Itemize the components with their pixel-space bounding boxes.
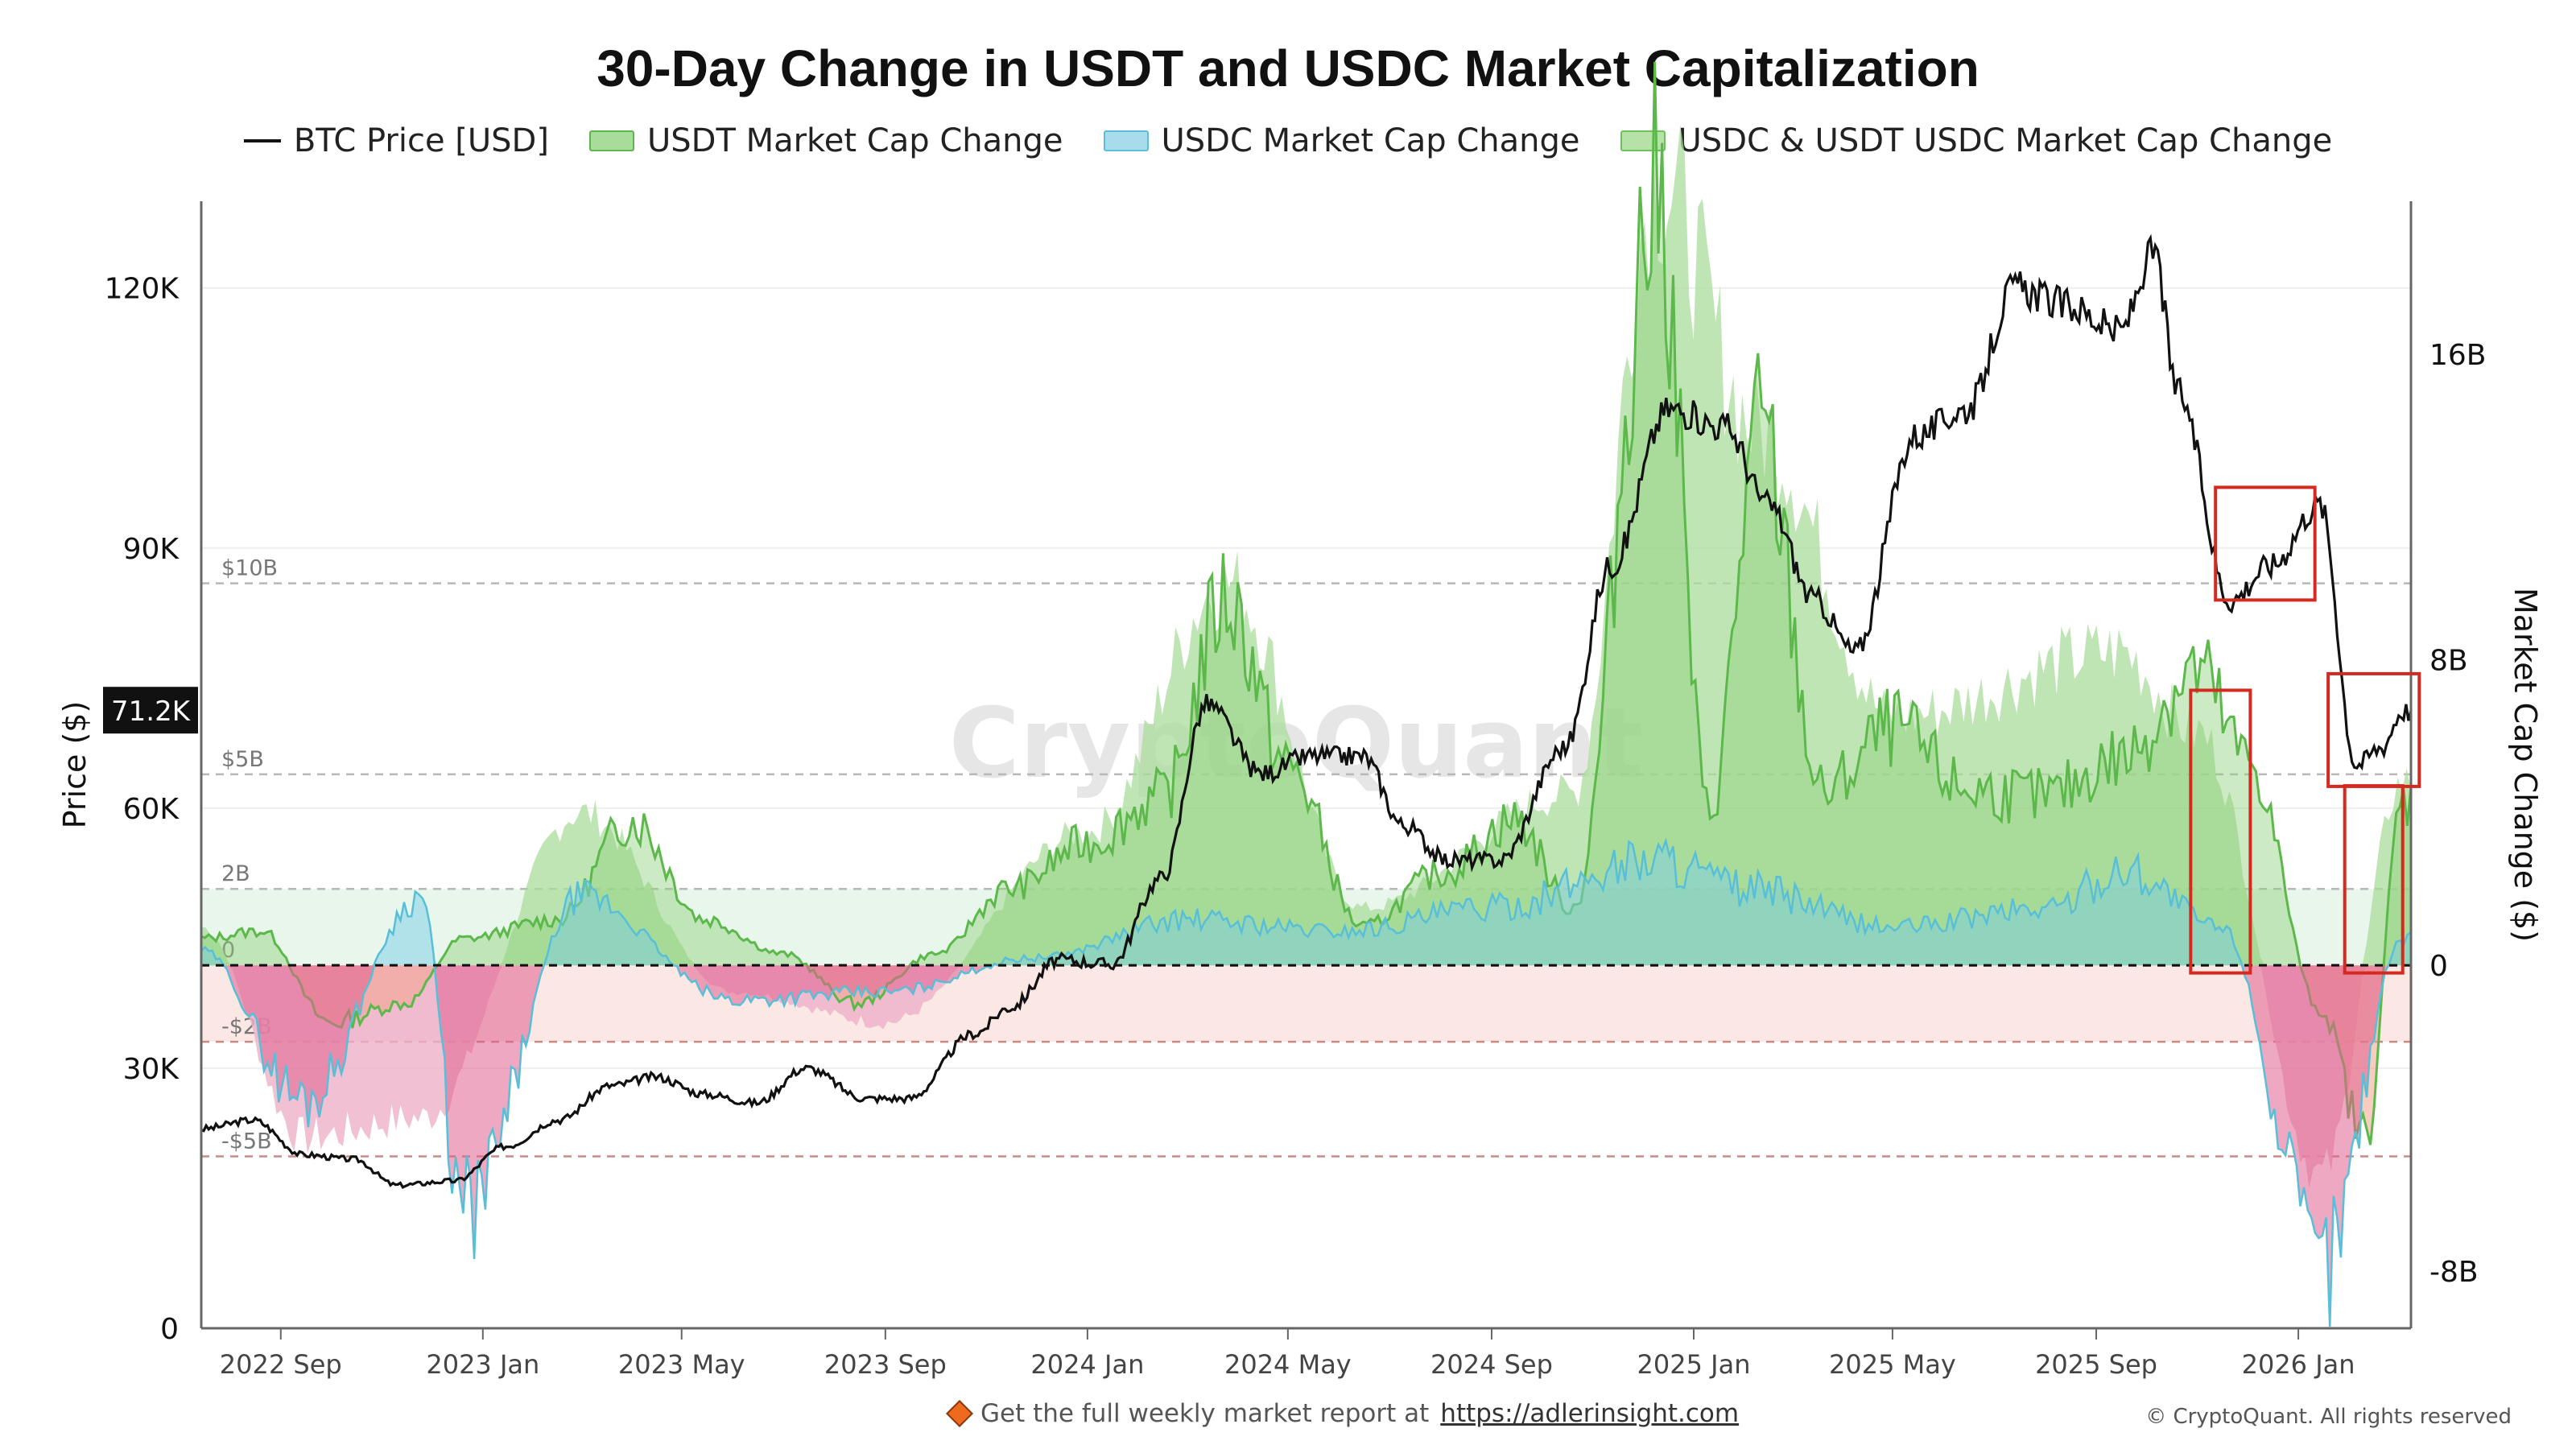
legend-label-btc: BTC Price [USD] (293, 122, 549, 159)
y-tick-right: 0 (2429, 950, 2448, 983)
legend-swatch-combined (1620, 130, 1666, 151)
legend-item-combined[interactable]: USDC & USDT USDC Market Cap Change (1620, 122, 2333, 159)
reference-label: $5B (221, 747, 264, 772)
legend-label-usdc: USDC Market Cap Change (1161, 122, 1580, 159)
legend-item-btc[interactable]: BTC Price [USD] (243, 122, 549, 159)
area-usdt-negative (201, 965, 2411, 1146)
x-tick-label: 2022 Sep (220, 1349, 342, 1380)
current-price-label: 71.2K (111, 696, 192, 728)
annotation-boxes (2189, 485, 2421, 975)
y-axis-title-right: Market Cap Change ($) (2508, 588, 2543, 942)
reference-label: -$5B (221, 1129, 272, 1154)
x-tick-label: 2024 Sep (1430, 1349, 1553, 1380)
legend-label-usdt: USDT Market Cap Change (646, 122, 1063, 159)
chart-legend: BTC Price [USD] USDT Market Cap Change U… (0, 122, 2576, 159)
area-combined-positive (201, 125, 2411, 966)
area-usdc-positive (201, 840, 2411, 966)
y-tick-left: 30K (123, 1053, 180, 1086)
y-axis-title-left: Price ($) (57, 701, 93, 829)
legend-swatch-btc (243, 139, 281, 142)
footer: Get the full weekly market report at htt… (946, 1399, 1740, 1428)
copyright: © CryptoQuant. All rights reserved (2145, 1405, 2512, 1429)
highlight-box (2189, 688, 2252, 975)
y-tick-right: 8B (2429, 644, 2468, 677)
x-tick-label: 2026 Jan (2242, 1349, 2355, 1380)
legend-swatch-usdc (1103, 130, 1149, 151)
y-tick-right: -8B (2429, 1256, 2479, 1289)
x-tick-label: 2023 Sep (824, 1349, 947, 1380)
chart-title: 30-Day Change in USDT and USDC Market Ca… (597, 39, 1979, 97)
legend-item-usdc[interactable]: USDC Market Cap Change (1103, 122, 1580, 159)
highlight-box (2343, 784, 2405, 975)
highlight-box (2326, 671, 2421, 788)
legend-swatch-usdt (588, 130, 634, 151)
y-tick-left: 0 (160, 1313, 179, 1346)
line-btc-price (200, 233, 2413, 1189)
x-tick-label: 2025 Jan (1637, 1349, 1751, 1380)
footer-text: Get the full weekly market report at (980, 1399, 1430, 1428)
diamond-icon (946, 1400, 973, 1427)
area-usdt-positive (201, 61, 2411, 966)
axes: 0 30K 60K 90K 120K -8B 0 8B 16B 2022 Sep 2023 Jan 2… (57, 201, 2543, 1380)
x-tick-label: 2023 Jan (426, 1349, 539, 1380)
footer-link[interactable]: https://adlerinsight.com (1440, 1399, 1740, 1428)
legend-label-combined: USDC & USDT USDC Market Cap Change (1678, 122, 2333, 159)
reference-label: 2B (221, 861, 250, 886)
legend-item-usdt[interactable]: USDT Market Cap Change (588, 122, 1063, 159)
y-tick-left: 120K (105, 273, 180, 306)
x-tick-label: 2025 May (1829, 1349, 1956, 1380)
reference-label: $10B (221, 556, 278, 581)
negative-band (201, 965, 2411, 1042)
line-usdc (200, 837, 2412, 1327)
highlight-box (2214, 485, 2317, 602)
x-tick-label: 2024 Jan (1030, 1349, 1144, 1380)
x-tick-label: 2025 Sep (2035, 1349, 2157, 1380)
y-tick-left: 90K (123, 533, 180, 566)
x-tick-label: 2024 May (1224, 1349, 1352, 1380)
x-tick-label: 2023 May (618, 1349, 745, 1380)
current-price-tag (103, 687, 198, 734)
y-tick-right: 16B (2429, 339, 2487, 372)
y-tick-left: 60K (123, 793, 180, 826)
